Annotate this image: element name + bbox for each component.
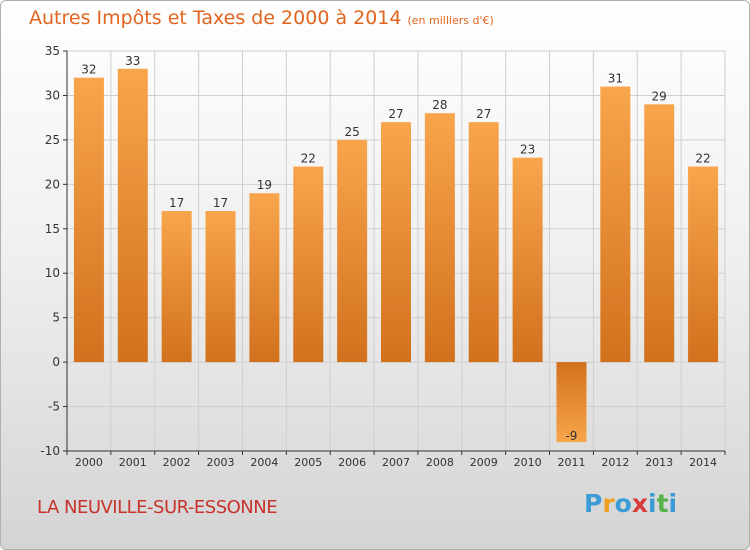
x-tick-label-2002: 2002	[163, 456, 191, 469]
logo-letter: P	[584, 489, 603, 518]
y-tick-label: 15	[45, 222, 60, 236]
x-tick-label-2007: 2007	[382, 456, 410, 469]
y-tick-label: 0	[52, 355, 60, 369]
value-label-2010: 23	[520, 143, 535, 157]
x-tick-label-2013: 2013	[645, 456, 673, 469]
x-tick-label-2011: 2011	[557, 456, 585, 469]
x-tick-label-2006: 2006	[338, 456, 366, 469]
value-label-2004: 19	[257, 178, 272, 192]
proxiti-logo: Proxiti	[584, 489, 677, 518]
bar-2009	[468, 122, 499, 363]
y-tick-label: -5	[48, 400, 60, 414]
x-tick-label-2008: 2008	[426, 456, 454, 469]
logo-letter: x	[631, 489, 648, 518]
x-tick-label-2005: 2005	[294, 456, 322, 469]
value-label-2013: 29	[652, 89, 667, 103]
y-tick-label: 20	[45, 177, 60, 191]
y-tick-label: 35	[45, 44, 60, 58]
value-label-2014: 22	[695, 152, 710, 166]
value-label-2001: 33	[125, 54, 140, 68]
value-label-2006: 25	[344, 125, 359, 139]
x-tick-label-2000: 2000	[75, 456, 103, 469]
value-label-2002: 17	[169, 196, 184, 210]
y-tick-label: 30	[45, 88, 60, 102]
value-label-2007: 27	[388, 107, 403, 121]
value-label-2000: 32	[81, 63, 96, 77]
axes: -10 -5 0 5 10 15 20 25 30 35 2000 2001 2002 2003 2004 2…	[40, 44, 726, 469]
x-tick-label-2009: 2009	[470, 456, 498, 469]
x-tick-label-2003: 2003	[207, 456, 235, 469]
bar-2014	[688, 166, 719, 363]
value-label-2005: 22	[301, 152, 316, 166]
bar-2012	[600, 86, 631, 363]
y-tick-label: -10	[40, 444, 60, 458]
bar-2011	[556, 362, 587, 443]
x-tick-label-2010: 2010	[514, 456, 542, 469]
value-label-2011: -9	[565, 429, 577, 443]
bar-2004	[249, 193, 280, 363]
logo-letter: i	[668, 489, 678, 518]
bar-2010	[512, 157, 543, 363]
bar-2003	[205, 211, 236, 363]
bar-2007	[381, 122, 411, 363]
bar-2013	[644, 104, 675, 363]
logo-letter: i	[648, 489, 657, 518]
bar-2000	[73, 77, 104, 363]
x-tick-label-2001: 2001	[119, 456, 147, 469]
logo-letter: t	[656, 489, 669, 518]
chart-title: Autres Impôts et Taxes de 2000 à 2014 (en…	[29, 7, 494, 29]
city-name: LA NEUVILLE-SUR-ESSONNE	[37, 497, 278, 518]
y-tick-label: 10	[45, 266, 60, 280]
x-tick-label-2004: 2004	[250, 456, 278, 469]
y-tick-label: 5	[52, 311, 60, 325]
bar-2002	[161, 211, 192, 363]
bar-2008	[424, 113, 455, 363]
x-tick-label-2012: 2012	[601, 456, 629, 469]
logo-letter: o	[614, 489, 632, 518]
value-label-2009: 27	[476, 107, 491, 121]
logo-letter: r	[602, 489, 615, 518]
x-tick-label-2014: 2014	[689, 456, 717, 469]
y-tick-label: 25	[45, 133, 60, 147]
value-label-2008: 28	[432, 98, 447, 112]
chart-unit: (en milliers d'€)	[407, 14, 494, 27]
bar-2006	[337, 139, 368, 363]
bar-2001	[117, 68, 148, 363]
bars: 32 33 17 17 19 22 25 27 28 27 23 -9 31 29 22	[73, 54, 719, 443]
bar-2005	[293, 166, 324, 363]
value-label-2003: 17	[213, 196, 228, 210]
value-label-2012: 31	[608, 72, 623, 86]
